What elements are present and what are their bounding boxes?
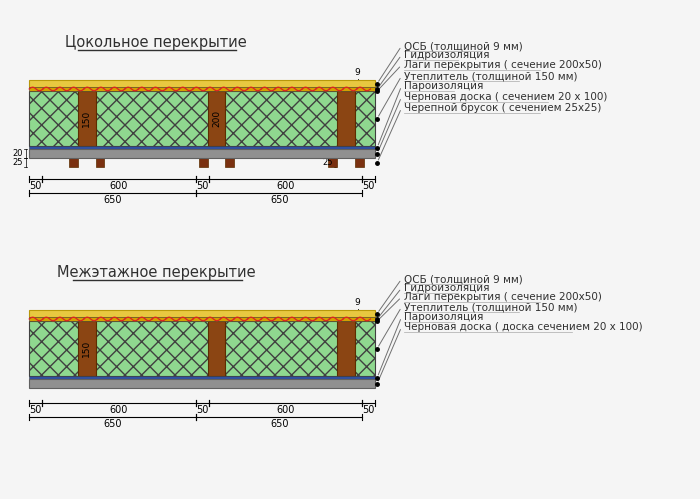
Text: Утеплитель (толщиной 150 мм): Утеплитель (толщиной 150 мм) bbox=[405, 71, 578, 81]
Bar bbox=[29, 376, 375, 379]
Text: ОСБ (толщиной 9 мм): ОСБ (толщиной 9 мм) bbox=[405, 274, 523, 284]
Text: Утеплитель (толщиной 150 мм): Утеплитель (толщиной 150 мм) bbox=[405, 302, 578, 312]
Text: 600: 600 bbox=[276, 405, 295, 415]
Text: 50: 50 bbox=[196, 405, 209, 415]
Text: 50: 50 bbox=[29, 181, 42, 191]
Text: 650: 650 bbox=[270, 195, 288, 205]
Bar bbox=[29, 87, 375, 91]
Bar bbox=[225, 158, 234, 167]
Bar bbox=[29, 80, 375, 87]
Text: 650: 650 bbox=[270, 419, 288, 429]
Bar bbox=[29, 149, 375, 158]
Text: 50: 50 bbox=[363, 181, 375, 191]
Bar bbox=[208, 91, 225, 146]
Bar bbox=[199, 158, 208, 167]
Text: 50: 50 bbox=[196, 181, 209, 191]
Bar bbox=[29, 379, 375, 388]
Text: 600: 600 bbox=[110, 181, 128, 191]
Text: 50: 50 bbox=[29, 405, 42, 415]
Text: Лаги перекрытия ( сечение 200х50): Лаги перекрытия ( сечение 200х50) bbox=[405, 60, 603, 70]
Bar bbox=[78, 321, 95, 376]
Text: 650: 650 bbox=[104, 195, 122, 205]
Bar bbox=[337, 321, 355, 376]
Text: Черновая доска ( сечением 20 х 100): Черновая доска ( сечением 20 х 100) bbox=[405, 92, 608, 102]
Bar bbox=[328, 158, 337, 167]
Text: Черепной брусок ( сечением 25х25): Черепной брусок ( сечением 25х25) bbox=[405, 103, 602, 113]
Text: Гидроизоляция: Гидроизоляция bbox=[405, 50, 490, 60]
Text: 650: 650 bbox=[104, 419, 122, 429]
Bar bbox=[29, 317, 375, 321]
Text: 600: 600 bbox=[110, 405, 128, 415]
Text: Пароизоляция: Пароизоляция bbox=[405, 81, 484, 91]
Text: Межэтажное перекрытие: Межэтажное перекрытие bbox=[57, 265, 256, 280]
Text: 50: 50 bbox=[363, 405, 375, 415]
Text: 200: 200 bbox=[212, 110, 221, 127]
Bar bbox=[355, 158, 363, 167]
Text: 150: 150 bbox=[82, 340, 91, 357]
Text: 150: 150 bbox=[82, 110, 91, 127]
Bar bbox=[29, 146, 375, 149]
Bar bbox=[337, 91, 355, 146]
Bar bbox=[78, 91, 95, 146]
Bar bbox=[95, 158, 104, 167]
Text: Пароизоляция: Пароизоляция bbox=[405, 312, 484, 322]
Text: 9: 9 bbox=[355, 68, 360, 77]
Bar bbox=[29, 321, 375, 376]
Bar bbox=[29, 91, 375, 146]
Text: Цокольное перекрытие: Цокольное перекрытие bbox=[65, 35, 247, 50]
Text: 600: 600 bbox=[276, 181, 295, 191]
Bar bbox=[29, 310, 375, 317]
Bar bbox=[208, 321, 225, 376]
Text: Гидроизоляция: Гидроизоляция bbox=[405, 283, 490, 293]
Text: Черновая доска ( доска сечением 20 х 100): Черновая доска ( доска сечением 20 х 100… bbox=[405, 322, 643, 332]
Text: Лаги перекрытия ( сечение 200х50): Лаги перекрытия ( сечение 200х50) bbox=[405, 292, 603, 302]
Text: 25: 25 bbox=[12, 158, 22, 167]
Text: 20: 20 bbox=[12, 149, 22, 158]
Text: 25: 25 bbox=[323, 158, 333, 167]
Text: ОСБ (толщиной 9 мм): ОСБ (толщиной 9 мм) bbox=[405, 41, 523, 51]
Bar bbox=[69, 158, 78, 167]
Text: 9: 9 bbox=[355, 298, 360, 307]
